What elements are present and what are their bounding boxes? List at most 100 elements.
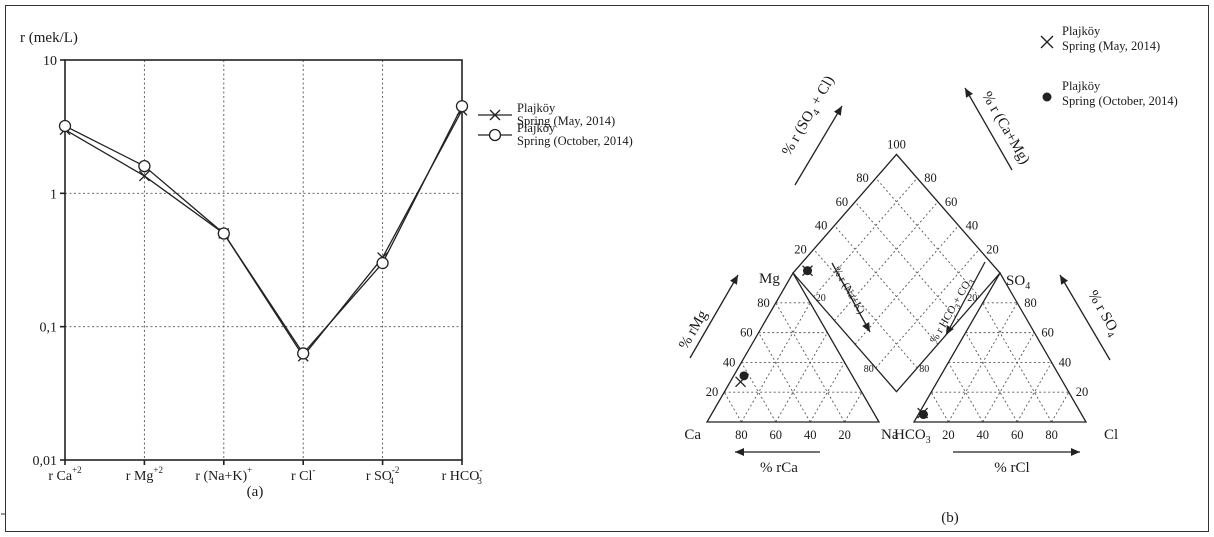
cation-bottom-tick: 80 bbox=[735, 428, 748, 442]
diamond-right-tick: 60 bbox=[945, 195, 958, 209]
cation-bottom-tick: 60 bbox=[770, 428, 783, 442]
data-point-o bbox=[138, 159, 151, 173]
arrow-camg bbox=[964, 87, 1013, 171]
legend-b-marker-x bbox=[1040, 35, 1054, 49]
x-tick-labels: r Ca+2 r Mg+2 r (Na+K)+ r Cl-r SO-2 4 r HCO-3 bbox=[48, 460, 482, 486]
y-tick-label: 1 bbox=[50, 187, 57, 202]
data-point-o bbox=[297, 347, 310, 360]
axis-label-camg: % r (Ca+Mg) bbox=[978, 89, 1032, 167]
piper-grid-line bbox=[982, 302, 1052, 423]
arrow-hco3co3 bbox=[945, 261, 986, 336]
piper-grid-line bbox=[875, 177, 980, 298]
axis-label-rcl: % rCl bbox=[994, 460, 1029, 476]
x-tick-label: r Mg+2 bbox=[126, 465, 163, 484]
anion-right-tick: 40 bbox=[1059, 355, 1072, 369]
corner-label-hco3: HCO3 bbox=[894, 427, 931, 446]
piper-grid-line bbox=[854, 225, 959, 345]
data-point-x-stroke bbox=[138, 170, 150, 182]
data-point-o bbox=[376, 256, 389, 270]
piper-grid-line bbox=[834, 225, 939, 345]
piper-grid-line bbox=[834, 201, 939, 321]
piper-grid-line bbox=[775, 332, 828, 423]
arrow-rso4 bbox=[1059, 274, 1111, 361]
corner-label-ca: Ca bbox=[684, 427, 701, 443]
legend-marker-x bbox=[489, 109, 501, 121]
plot-area-frame bbox=[64, 59, 463, 461]
anion-bottom-tick: 80 bbox=[1045, 428, 1058, 442]
anion-right-tick: 60 bbox=[1041, 326, 1054, 340]
arrow-rmg bbox=[689, 274, 739, 359]
arrow-nak-head bbox=[862, 322, 870, 332]
arrow-rcl-head bbox=[1071, 448, 1080, 456]
legend-text: Spring (October, 2014) bbox=[517, 134, 633, 148]
legend-marker-x-stroke bbox=[489, 109, 501, 121]
grid-lines bbox=[65, 60, 462, 460]
piper-grid-line bbox=[1051, 391, 1070, 423]
arrow-rmg-head bbox=[730, 275, 738, 285]
data-point-o bbox=[217, 227, 230, 240]
diamond-top-label: 100 bbox=[887, 137, 906, 151]
legend-text: Plajköy bbox=[517, 121, 556, 135]
piper-grid-line bbox=[775, 302, 845, 423]
anion-bottom-tick: 20 bbox=[942, 428, 955, 442]
diamond-left-tick: 60 bbox=[836, 195, 849, 209]
piper-points bbox=[735, 265, 929, 420]
diamond-left-tick: 20 bbox=[794, 242, 807, 256]
arrow-rca-head bbox=[735, 448, 744, 456]
legend-b-marker-x-stroke bbox=[1040, 35, 1054, 49]
axis-label-so4cl: % r (SO4 + Cl) bbox=[779, 73, 840, 160]
x-tick-label: r (Na+K)+ bbox=[195, 465, 252, 484]
piper-grid bbox=[723, 177, 1070, 423]
legend-b-text: Spring (May, 2014) bbox=[1062, 39, 1160, 53]
cation-left-tick: 40 bbox=[723, 355, 736, 369]
arrow-so4cl-head bbox=[833, 106, 842, 116]
piper-point-dot bbox=[918, 410, 928, 420]
anion-bottom-tick: 40 bbox=[977, 428, 990, 442]
anion-triangle bbox=[912, 271, 1088, 423]
diamond-inner-tick: 80 bbox=[919, 364, 929, 375]
legend-marker-o bbox=[488, 128, 502, 142]
axis-label-nak: % r (Na+K) bbox=[830, 265, 867, 317]
diamond-inner-tick: 80 bbox=[864, 364, 874, 375]
arrow-nak bbox=[831, 262, 871, 333]
cation-left-tick: 60 bbox=[740, 326, 753, 340]
legend-text: Plajköy bbox=[517, 101, 556, 115]
piper-grid-line bbox=[723, 391, 742, 423]
data-point-o bbox=[455, 100, 469, 113]
arrow-hco3co3-head bbox=[946, 325, 954, 335]
central-diamond bbox=[792, 153, 1001, 393]
anion-right-tick: 80 bbox=[1024, 296, 1037, 310]
anion-right-tick: 20 bbox=[1076, 385, 1089, 399]
piper-outline bbox=[705, 153, 1088, 423]
corner-label-mg: Mg bbox=[759, 271, 780, 287]
arrow-camg-head bbox=[965, 88, 973, 98]
panel-b-label: (b) bbox=[941, 510, 959, 526]
diamond-inner-tick: 20 bbox=[967, 293, 977, 304]
diamond-right-tick: 20 bbox=[986, 242, 999, 256]
legend-b-text: Plajköy bbox=[1062, 24, 1101, 38]
piper-grid-line bbox=[813, 249, 918, 369]
data-point-o bbox=[58, 119, 72, 133]
piper-grid-line bbox=[854, 201, 959, 321]
y-tick-label: 10 bbox=[43, 54, 57, 69]
x-tick-label: r Ca+2 bbox=[48, 465, 81, 484]
figure-frame bbox=[5, 5, 1209, 532]
cation-left-tick: 20 bbox=[706, 385, 719, 399]
legend-b-text: Spring (October, 2014) bbox=[1062, 94, 1178, 108]
legend-b-marker-dot bbox=[1042, 92, 1052, 102]
diamond-left-tick: 80 bbox=[856, 171, 869, 185]
corner-label-so4: SO4 bbox=[1006, 273, 1030, 292]
piper-grid-line bbox=[965, 332, 1018, 423]
y-tick-label: 0,01 bbox=[33, 454, 58, 469]
panel-a-label: (a) bbox=[247, 484, 264, 500]
piper-grid-line bbox=[930, 391, 949, 423]
diamond-right-tick: 40 bbox=[966, 219, 979, 233]
y-axis-label: r (mek/L) bbox=[20, 30, 78, 46]
cation-bottom-tick: 20 bbox=[838, 428, 851, 442]
axis-label-hco3co3: % r HCO3+ CO3 bbox=[928, 276, 977, 347]
axis-label-rso4: % r SO4 bbox=[1082, 288, 1123, 340]
piper-point-dot bbox=[802, 266, 812, 276]
piper-grid-line bbox=[758, 332, 811, 423]
